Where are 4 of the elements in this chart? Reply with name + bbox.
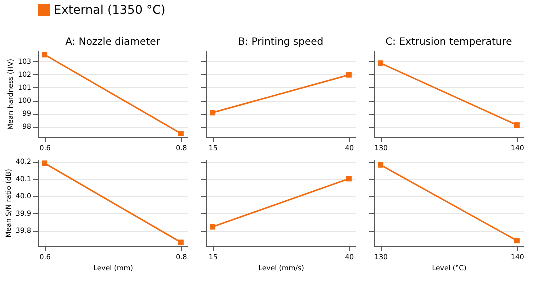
legend-label: External (1350 °C) xyxy=(54,3,166,17)
chart-title: A: Nozzle diameter xyxy=(66,37,162,48)
chart-title: C: Extrusion temperature xyxy=(386,37,512,48)
chart-title: B: Printing speed xyxy=(238,37,324,48)
